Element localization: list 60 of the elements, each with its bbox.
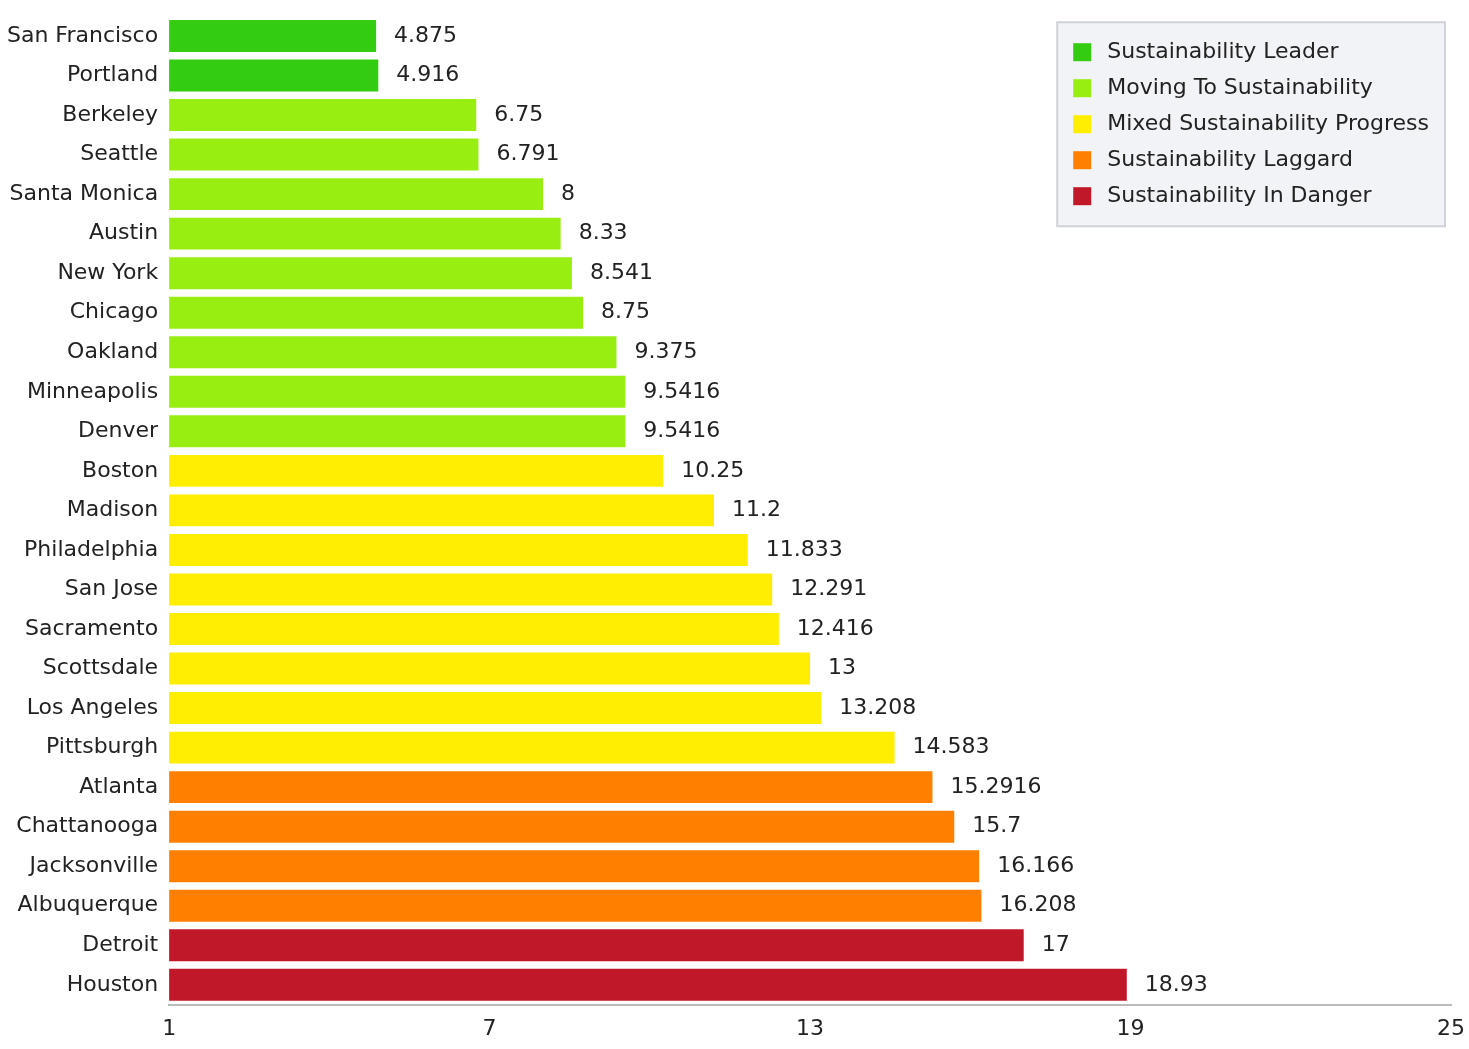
y-tick-label: Oakland — [67, 337, 159, 363]
y-tick-label: Boston — [82, 456, 159, 482]
y-tick-label: Detroit — [82, 931, 159, 957]
y-tick-label: Austin — [88, 219, 159, 245]
data-label: 16.208 — [999, 891, 1077, 917]
y-tick-label: Chattanooga — [16, 812, 159, 838]
data-label: 10.25 — [681, 456, 745, 482]
data-label: 8.33 — [578, 219, 628, 245]
y-tick-label: Atlanta — [79, 772, 159, 798]
data-label: 4.916 — [396, 61, 460, 87]
legend-label: Mixed Sustainability Progress — [1107, 109, 1430, 135]
x-tick-label: 19 — [1116, 1014, 1145, 1040]
legend-label: Sustainability Leader — [1107, 37, 1340, 63]
data-label: 9.375 — [634, 337, 698, 363]
legend-label: Sustainability In Danger — [1107, 181, 1373, 207]
y-tick-label: Sacramento — [25, 614, 159, 640]
y-tick-label: Houston — [66, 970, 159, 996]
data-label: 17 — [1041, 931, 1070, 957]
data-label: 12.416 — [796, 614, 874, 640]
data-label: 11.2 — [731, 496, 781, 522]
data-label: 15.2916 — [950, 772, 1042, 798]
x-tick-label: 7 — [482, 1014, 497, 1040]
legend-label: Sustainability Laggard — [1107, 145, 1353, 171]
data-label: 4.875 — [394, 21, 458, 47]
data-label: 13 — [828, 654, 857, 680]
data-label: 8.541 — [589, 258, 653, 284]
legend-label: Moving To Sustainability — [1107, 73, 1373, 99]
data-label: 6.75 — [494, 100, 544, 126]
y-tick-label: Chicago — [69, 298, 159, 324]
y-tick-label: Scottsdale — [42, 654, 159, 680]
data-label: 11.833 — [765, 535, 843, 561]
y-tick-label: San Francisco — [6, 21, 159, 47]
data-label: 9.5416 — [643, 377, 721, 403]
y-tick-label: Seattle — [80, 140, 159, 166]
y-tick-label: Los Angeles — [26, 693, 159, 719]
data-label: 8 — [561, 179, 576, 205]
y-tick-label: Santa Monica — [9, 179, 159, 205]
y-tick-label: Denver — [78, 417, 160, 443]
data-label: 15.7 — [972, 812, 1022, 838]
x-tick-label: 13 — [796, 1014, 825, 1040]
data-label: 6.791 — [496, 140, 560, 166]
data-label: 18.93 — [1144, 970, 1208, 996]
y-tick-label: Minneapolis — [27, 377, 159, 403]
y-tick-label: New York — [57, 258, 159, 284]
data-label: 13.208 — [839, 693, 917, 719]
y-tick-label: Jacksonville — [27, 851, 159, 877]
data-label: 8.75 — [601, 298, 651, 324]
data-label: 16.166 — [997, 851, 1075, 877]
x-tick-label: 1 — [162, 1014, 177, 1040]
y-tick-label: Portland — [67, 61, 159, 87]
x-tick-label: 25 — [1437, 1014, 1465, 1040]
data-label: 14.583 — [912, 733, 990, 759]
data-label: 12.291 — [790, 575, 868, 601]
y-tick-label: San Jose — [64, 575, 159, 601]
y-tick-label: Philadelphia — [24, 535, 159, 561]
y-tick-label: Madison — [66, 496, 159, 522]
y-tick-label: Berkeley — [62, 100, 159, 126]
y-tick-label: Pittsburgh — [46, 733, 159, 759]
y-tick-label: Albuquerque — [17, 891, 159, 917]
data-label: 9.5416 — [643, 417, 721, 443]
